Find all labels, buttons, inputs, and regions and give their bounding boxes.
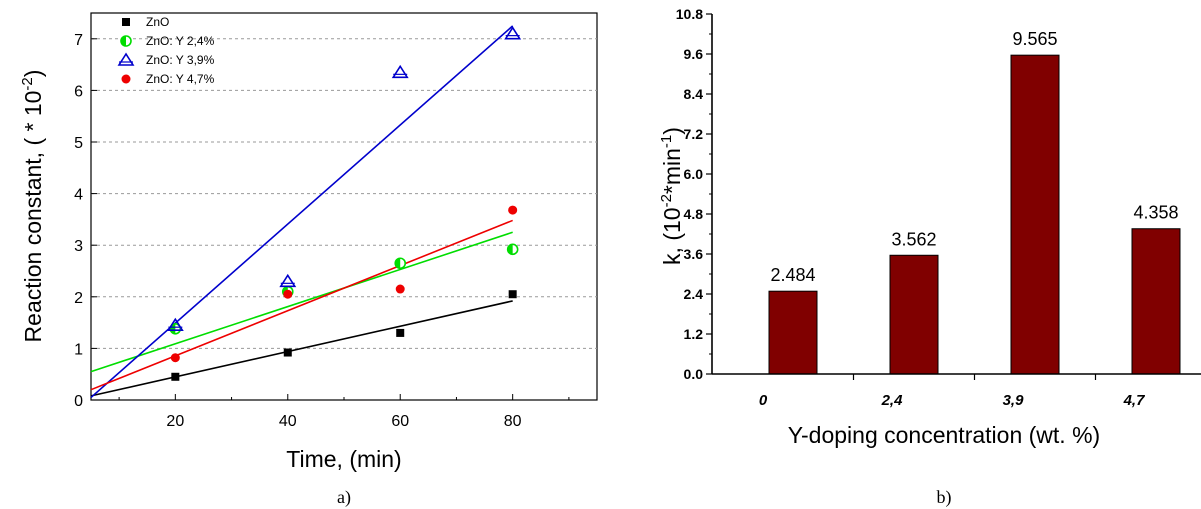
square-marker: [283, 348, 292, 357]
chart-a-point-s0-2: [396, 328, 405, 337]
chart-b-bar-1: [889, 254, 939, 375]
chart-a-legend-label-3: ZnO: Y 4,7%: [146, 72, 215, 86]
triangle-marker: [279, 273, 297, 288]
chart-a-point-s0-0: [171, 372, 180, 381]
chart-b-y-tick-label: 0.0: [684, 366, 704, 382]
chart-a-x-tick-label: 40: [279, 413, 297, 430]
chart-b-data-labels: 2.484 3.562 9.565 4.358: [770, 29, 1178, 285]
circle-marker: [283, 289, 293, 299]
circle-marker: [508, 205, 518, 215]
square-marker: [508, 290, 517, 299]
chart-a-point-s1-3: [506, 243, 519, 256]
chart-a-fit-line-1: [90, 231, 513, 373]
chart-b-y-tick-label: 1.2: [684, 326, 704, 342]
chart-a-y-tick-label: 2: [74, 290, 83, 307]
chart-a-point-s2-2: [391, 64, 409, 79]
chart-a-fit-line-2: [90, 25, 514, 399]
chart-a-legend-marker-3: [121, 74, 131, 84]
chart-b-k-bar: 2.484 3.562 9.565 4.358 0.0 1.2 2.4 3.6 4.8 6.0 7…: [658, 6, 1201, 508]
chart-a-point-s3-2: [395, 284, 405, 294]
chart-a-legend: ZnO ZnO: Y 2,4% ZnO: Y 3,9% ZnO: Y 4,7%: [117, 15, 215, 86]
chart-b-y-tick-label: 3.6: [684, 246, 704, 262]
chart-a-x-tick-label: 60: [391, 413, 409, 430]
chart-a-fit-line-0: [90, 300, 513, 397]
square-marker: [122, 18, 130, 26]
chart-a-point-s2-3: [504, 26, 522, 40]
chart-b-data-label-1: 3.562: [891, 229, 936, 249]
chart-b-caption: b): [937, 487, 952, 508]
chart-b-data-label-2: 9.565: [1012, 29, 1057, 49]
chart-b-y-axis-title: k, (10-2*min-1): [658, 127, 685, 265]
triangle-marker: [504, 26, 522, 40]
chart-b-y-tick-label: 2.4: [684, 286, 704, 302]
chart-b-y-tick-label: 10.8: [676, 6, 703, 22]
chart-b-x-axis-title: Y-doping concentration (wt. %): [788, 422, 1100, 448]
chart-a-legend-label-1: ZnO: Y 2,4%: [146, 34, 215, 48]
half-circle-fill: [395, 258, 401, 269]
chart-b-bars: [768, 54, 1181, 375]
chart-b-y-tick-label: 8.4: [684, 86, 704, 102]
chart-a-y-tick-label: 3: [74, 238, 83, 255]
chart-b-ticks: 0.0 1.2 2.4 3.6 4.8 6.0 7.2 8.4 9.6 10.8 0 2,4 3,9 4,…: [676, 6, 1145, 409]
chart-a-x-tick-label: 80: [504, 413, 522, 430]
chart-a-point-s3-3: [508, 205, 518, 215]
chart-a-point-s0-3: [508, 290, 517, 299]
chart-b-y-tick-label: 4.8: [684, 206, 704, 222]
chart-b-bar-2: [1010, 54, 1060, 375]
chart-a-fit-line-3: [90, 219, 513, 391]
half-circle-fill: [507, 244, 513, 255]
chart-a-legend-label-2: ZnO: Y 3,9%: [146, 53, 215, 67]
chart-b-y-tick-label: 7.2: [684, 126, 704, 142]
chart-a-legend-marker-0: [122, 18, 130, 26]
circle-marker: [121, 74, 131, 84]
chart-a-data-points: [166, 26, 522, 381]
chart-b-x-tick-label-3: 4,7: [1123, 392, 1146, 409]
chart-b-bar-0: [768, 290, 818, 375]
chart-a-y-tick-label: 0: [74, 393, 83, 410]
chart-a-fit-lines: [90, 25, 514, 399]
chart-b-data-label-0: 2.484: [770, 265, 815, 285]
chart-b-x-tick-label-2: 3,9: [1003, 392, 1025, 409]
triangle-marker: [391, 64, 409, 79]
chart-b-data-label-3: 4.358: [1133, 203, 1178, 223]
circle-marker: [170, 353, 180, 363]
chart-a-y-tick-label: 4: [74, 187, 83, 204]
square-marker: [171, 372, 180, 381]
chart-a-point-s3-0: [170, 353, 180, 363]
chart-a-legend-marker-1: [120, 35, 132, 47]
chart-a-point-s3-1: [283, 289, 293, 299]
square-marker: [396, 328, 405, 337]
chart-a-ticks: 0 1 2 3 4 5 6 7 20 40 60 80: [74, 32, 570, 430]
chart-b-x-tick-label-1: 2,4: [881, 392, 904, 409]
chart-a-y-axis-title: Reaction constant, ( * 10-2): [19, 70, 46, 343]
chart-a-legend-label-0: ZnO: [146, 15, 169, 29]
chart-a-point-s2-0: [166, 317, 184, 331]
chart-a-x-axis-title: Time, (min): [286, 446, 401, 472]
chart-a-reaction-constant: 0 1 2 3 4 5 6 7 20 40 60 80 ZnO ZnO: Y 2,4% ZnO: Y 3,…: [19, 12, 598, 508]
chart-a-y-tick-label: 5: [74, 135, 83, 152]
chart-a-legend-marker-2: [117, 52, 135, 66]
triangle-marker: [166, 317, 184, 331]
chart-b-x-tick-label-0: 0: [759, 392, 768, 409]
chart-a-y-tick-label: 1: [74, 341, 83, 358]
chart-a-y-tick-label: 6: [74, 83, 83, 100]
chart-b-y-tick-label: 9.6: [684, 46, 704, 62]
chart-a-point-s1-2: [394, 257, 407, 270]
circle-marker: [395, 284, 405, 294]
chart-b-bar-3: [1131, 228, 1181, 375]
chart-a-caption: a): [337, 487, 351, 508]
chart-a-point-s2-1: [279, 273, 297, 288]
chart-a-point-s1-0: [169, 322, 182, 335]
chart-a-x-tick-label: 20: [166, 413, 184, 430]
chart-a-y-tick-label: 7: [74, 32, 83, 49]
chart-b-y-tick-label: 6.0: [684, 166, 704, 182]
chart-a-point-s0-1: [283, 348, 292, 357]
triangle-marker: [117, 52, 135, 66]
half-circle-fill: [121, 36, 126, 46]
